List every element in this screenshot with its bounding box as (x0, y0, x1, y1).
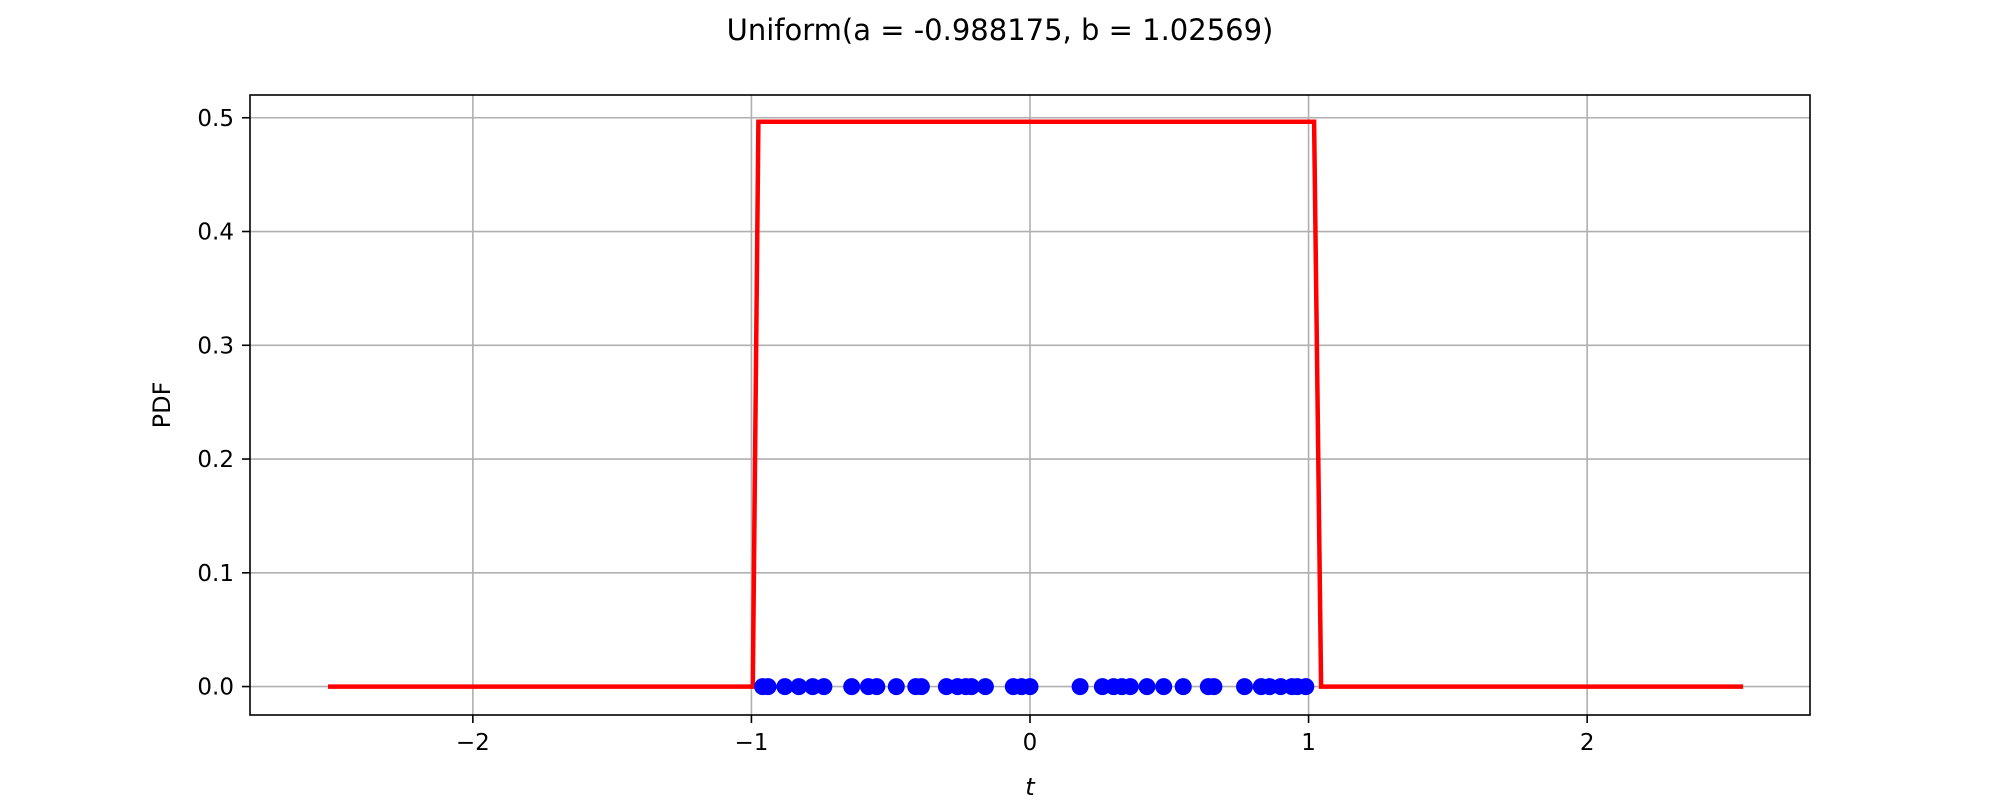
sample-point-25 (1138, 678, 1156, 696)
sample-point-19 (1021, 678, 1039, 696)
sample-point-8 (868, 678, 886, 696)
sample-point-15 (963, 678, 980, 696)
sample-point-2 (776, 678, 794, 696)
sample-point-6 (843, 678, 861, 696)
x-tick-label-0: −2 (456, 730, 490, 756)
sample-point-30 (1236, 678, 1253, 696)
sample-point-24 (1121, 678, 1139, 696)
x-tick-label-4: 2 (1580, 730, 1595, 756)
x-axis-ticks: −2 −1 0 1 2 (456, 715, 1595, 756)
sample-point-1 (759, 678, 777, 696)
grid-lines (250, 95, 1810, 715)
x-tick-label-2: 0 (1023, 730, 1038, 756)
sample-point-20 (1071, 678, 1089, 696)
y-tick-label-1: 0.1 (197, 561, 234, 587)
pdf-line (328, 119, 1744, 689)
sample-point-3 (790, 678, 808, 696)
sample-point-5 (815, 678, 833, 696)
x-tick-label-3: 1 (1301, 730, 1316, 756)
sample-point-16 (976, 678, 994, 696)
plot-series (328, 119, 1744, 696)
y-tick-label-4: 0.4 (197, 220, 234, 246)
sample-point-27 (1174, 678, 1192, 696)
y-tick-label-2: 0.2 (197, 447, 234, 473)
sample-point-26 (1155, 678, 1173, 696)
y-axis-label: PDF (148, 382, 176, 429)
y-tick-label-0: 0.0 (197, 675, 234, 701)
sample-point-36 (1297, 678, 1315, 696)
sample-point-9 (887, 678, 905, 696)
x-tick-label-1: −1 (734, 730, 768, 756)
chart-title: Uniform(a = -0.988175, b = 1.02569) (727, 13, 1274, 47)
x-axis-label: t (1025, 773, 1036, 800)
sample-point-29 (1205, 678, 1223, 696)
y-tick-label-5: 0.5 (197, 106, 234, 132)
y-axis-ticks: 0.0 0.1 0.2 0.3 0.4 0.5 (197, 106, 250, 701)
y-tick-label-3: 0.3 (197, 333, 234, 359)
sample-point-11 (912, 678, 930, 696)
